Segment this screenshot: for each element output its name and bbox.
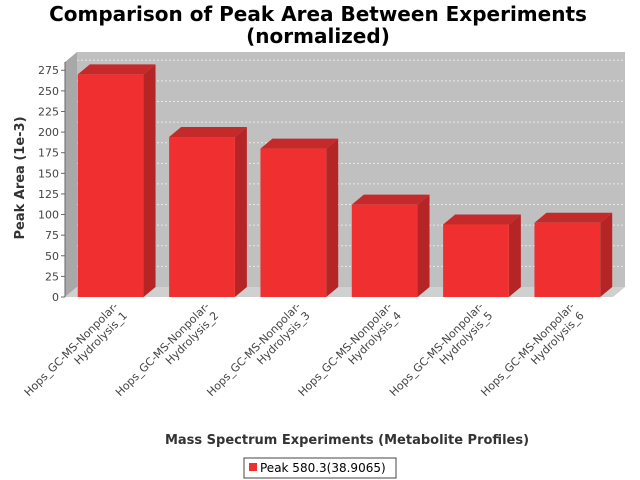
bar-side xyxy=(508,214,521,297)
bar-top xyxy=(534,212,613,223)
bar-3 xyxy=(260,138,339,297)
bar-side xyxy=(600,212,613,297)
legend-label: Peak 580.3(38.9065) xyxy=(260,461,386,475)
plot-back-wall xyxy=(77,52,625,287)
x-tick-label-line: Hops_GC-MS-Nonpolar- xyxy=(113,300,212,399)
bar-top xyxy=(169,127,247,138)
bar-front xyxy=(351,204,418,297)
y-tick-label: 200 xyxy=(38,126,59,139)
y-tick-label: 125 xyxy=(38,188,59,201)
bar-side xyxy=(234,127,247,297)
x-axis-title: Mass Spectrum Experiments (Metabolite Pr… xyxy=(165,433,529,448)
x-tick-label: Hops_GC-MS-Nonpolar-Hydrolysis_6 xyxy=(478,300,586,408)
x-axis: Hops_GC-MS-Nonpolar-Hydrolysis_1Hops_GC-… xyxy=(22,300,587,408)
bar-front xyxy=(77,74,144,297)
x-tick-label-line: Hops_GC-MS-Nonpolar- xyxy=(22,300,121,399)
y-tick-label: 75 xyxy=(45,229,59,242)
x-tick-label: Hops_GC-MS-Nonpolar-Hydrolysis_4 xyxy=(296,300,404,408)
x-tick-label-line: Hops_GC-MS-Nonpolar- xyxy=(204,300,303,399)
bar-5 xyxy=(443,214,521,297)
y-tick-label: 50 xyxy=(45,250,59,263)
legend-swatch xyxy=(249,463,257,471)
bar-2 xyxy=(169,127,247,297)
legend-box xyxy=(243,457,397,479)
y-axis: 0 25 50 75 100 125 150 175 200 225 250 275 xyxy=(38,62,66,304)
bar-top xyxy=(351,194,430,205)
y-tick-label: 0 xyxy=(52,291,59,304)
bar-side xyxy=(417,194,430,297)
legend: Peak 580.3(38.9065) xyxy=(243,457,397,479)
bar-4 xyxy=(351,194,430,297)
bar-side xyxy=(143,64,156,297)
y-tick-label: 100 xyxy=(38,209,59,222)
y-tick-label: 25 xyxy=(45,270,59,283)
y-tick-label: 175 xyxy=(38,147,59,160)
x-tick-label: Hops_GC-MS-Nonpolar-Hydrolysis_1 xyxy=(22,300,130,408)
bar-front xyxy=(534,222,601,297)
bar-front xyxy=(169,137,235,297)
bar-top xyxy=(443,214,521,225)
x-tick-label: Hops_GC-MS-Nonpolar-Hydrolysis_2 xyxy=(113,300,221,408)
y-tick-label: 275 xyxy=(38,64,59,77)
x-tick-label: Hops_GC-MS-Nonpolar-Hydrolysis_5 xyxy=(387,300,495,408)
bar-6 xyxy=(534,212,613,297)
y-tick-label: 225 xyxy=(38,105,59,118)
bars xyxy=(77,64,613,297)
plot-left-wall xyxy=(65,52,77,297)
x-tick-label-line: Hops_GC-MS-Nonpolar- xyxy=(296,300,395,399)
bar-side xyxy=(326,138,339,297)
x-tick-label: Hops_GC-MS-Nonpolar-Hydrolysis_3 xyxy=(204,300,312,408)
bar-front xyxy=(443,224,509,297)
x-tick-label-line: Hops_GC-MS-Nonpolar- xyxy=(478,300,577,399)
y-tick-label: 250 xyxy=(38,85,59,98)
bar-top xyxy=(260,138,339,149)
bar-front xyxy=(260,148,327,297)
bar-top xyxy=(77,64,156,75)
y-tick-label: 150 xyxy=(38,167,59,180)
chart-title-line-2: (normalized) xyxy=(246,24,390,48)
bar-1 xyxy=(77,64,156,297)
x-tick-label-line: Hops_GC-MS-Nonpolar- xyxy=(387,300,486,399)
y-axis-title: Peak Area (1e-3) xyxy=(13,116,28,239)
chart-title-line-1: Comparison of Peak Area Between Experime… xyxy=(49,2,587,26)
